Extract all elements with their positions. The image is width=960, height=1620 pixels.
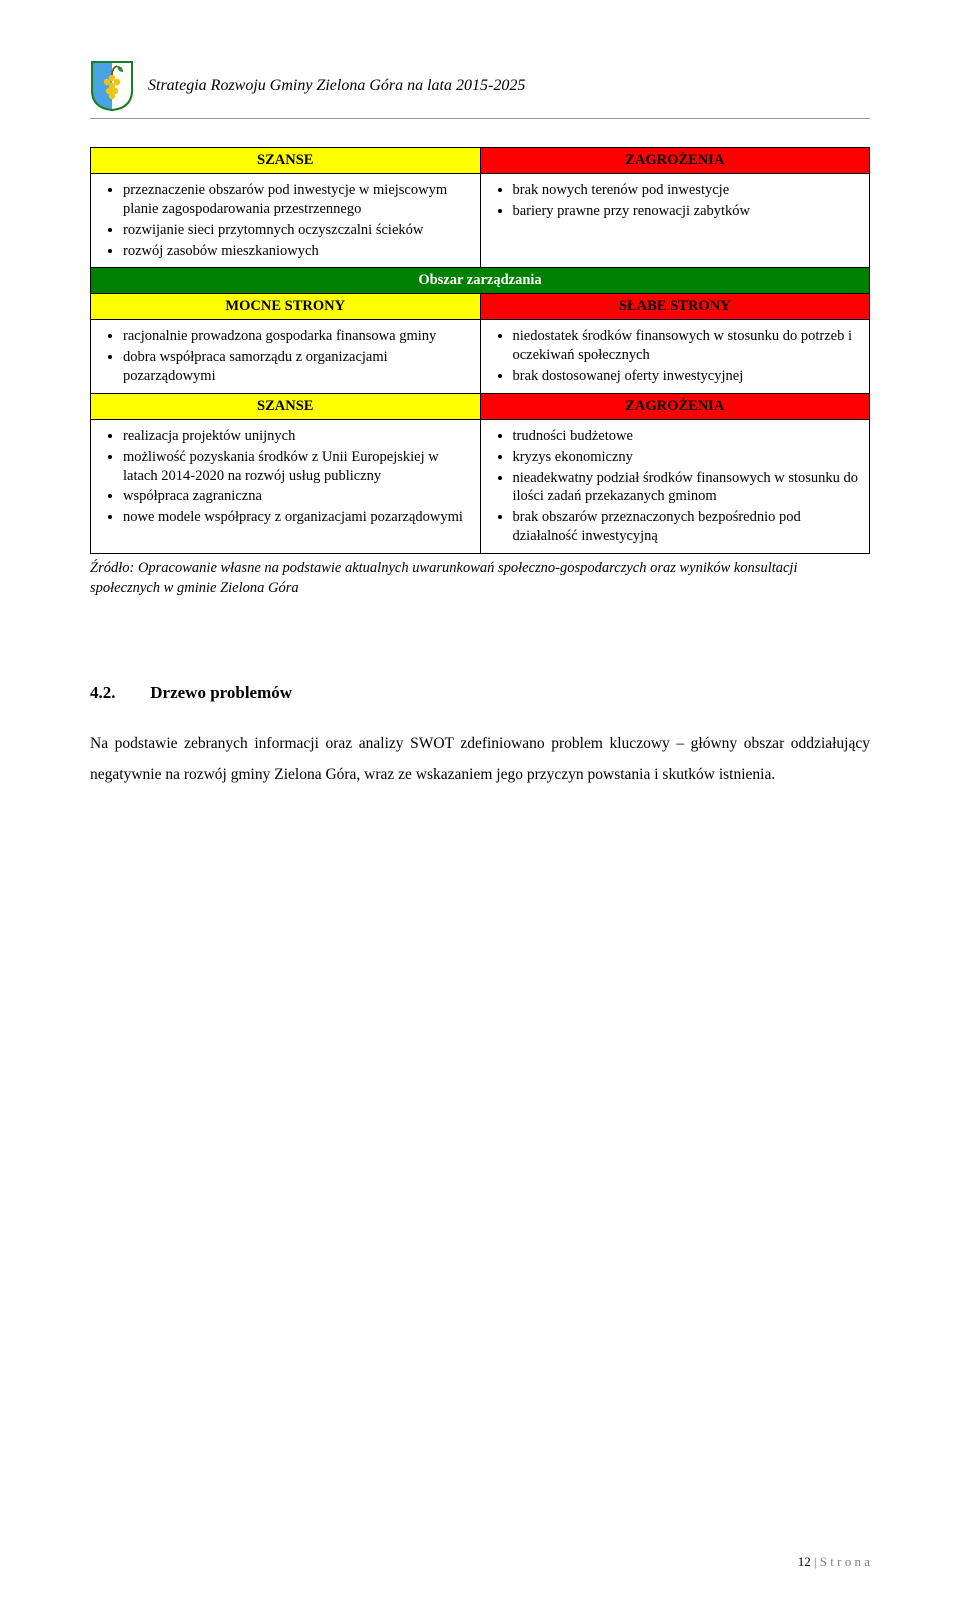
doc-header: Strategia Rozwoju Gminy Zielona Góra na … xyxy=(90,60,870,119)
list-item: bariery prawne przy renowacji zabytków xyxy=(513,201,864,222)
swot-zagrozenia-2-cell: trudności budżetowekryzys ekonomicznynie… xyxy=(480,419,870,553)
list-item: możliwość pozyskania środków z Unii Euro… xyxy=(123,447,474,487)
list-item: rozwój zasobów mieszkaniowych xyxy=(123,241,474,262)
list-item: trudności budżetowe xyxy=(513,426,864,447)
list-item: racjonalnie prowadzona gospodarka finans… xyxy=(123,326,474,347)
list-item: dobra współpraca samorządu z organizacja… xyxy=(123,347,474,387)
swot-header-zagrozenia-1: ZAGROŻENIA xyxy=(480,148,870,174)
crest-icon xyxy=(90,60,134,112)
list-item: rozwijanie sieci przytomnych oczyszczaln… xyxy=(123,220,474,241)
swot-szanse-1-cell: przeznaczenie obszarów pod inwestycje w … xyxy=(91,174,481,268)
list-item: przeznaczenie obszarów pod inwestycje w … xyxy=(123,180,474,220)
source-note: Źródło: Opracowanie własne na podstawie … xyxy=(90,558,870,599)
footer-sep: | xyxy=(811,1554,820,1569)
swot-header-mocne: MOCNE STRONY xyxy=(91,294,481,320)
swot-section-header: Obszar zarządzania xyxy=(91,268,870,294)
list-item: niedostatek środków finansowych w stosun… xyxy=(513,326,864,366)
list-item: brak dostosowanej oferty inwestycyjnej xyxy=(513,366,864,387)
section-title: Drzewo problemów xyxy=(150,683,292,702)
list-item: nowe modele współpracy z organizacjami p… xyxy=(123,507,474,528)
swot-slabe-list: niedostatek środków finansowych w stosun… xyxy=(487,326,864,387)
swot-szanse-1-list: przeznaczenie obszarów pod inwestycje w … xyxy=(97,180,474,261)
swot-zagrozenia-1-list: brak nowych terenów pod inwestycjebarier… xyxy=(487,180,864,222)
swot-header-szanse-1: SZANSE xyxy=(91,148,481,174)
swot-zagrozenia-2-list: trudności budżetowekryzys ekonomicznynie… xyxy=(487,426,864,547)
footer-label: S t r o n a xyxy=(820,1554,870,1569)
section-heading: 4.2. Drzewo problemów xyxy=(90,679,870,706)
swot-header-szanse-2: SZANSE xyxy=(91,393,481,419)
list-item: realizacja projektów unijnych xyxy=(123,426,474,447)
swot-header-slabe: SŁABE STRONY xyxy=(480,294,870,320)
list-item: współpraca zagraniczna xyxy=(123,486,474,507)
list-item: kryzys ekonomiczny xyxy=(513,447,864,468)
swot-slabe-cell: niedostatek środków finansowych w stosun… xyxy=(480,320,870,394)
list-item: nieadekwatny podział środków finansowych… xyxy=(513,468,864,508)
section-number: 4.2. xyxy=(90,679,146,706)
list-item: brak obszarów przeznaczonych bezpośredni… xyxy=(513,507,864,547)
swot-szanse-2-cell: realizacja projektów unijnychmożliwość p… xyxy=(91,419,481,553)
list-item: brak nowych terenów pod inwestycje xyxy=(513,180,864,201)
page-footer: 12 | S t r o n a xyxy=(798,1554,870,1570)
page-number: 12 xyxy=(798,1554,811,1569)
swot-szanse-2-list: realizacja projektów unijnychmożliwość p… xyxy=(97,426,474,528)
section-paragraph: Na podstawie zebranych informacji oraz a… xyxy=(90,728,870,790)
swot-table: SZANSE ZAGROŻENIA przeznaczenie obszarów… xyxy=(90,147,870,554)
swot-mocne-cell: racjonalnie prowadzona gospodarka finans… xyxy=(91,320,481,394)
swot-zagrozenia-1-cell: brak nowych terenów pod inwestycjebarier… xyxy=(480,174,870,268)
swot-header-zagrozenia-2: ZAGROŻENIA xyxy=(480,393,870,419)
doc-header-title: Strategia Rozwoju Gminy Zielona Góra na … xyxy=(148,77,525,95)
swot-mocne-list: racjonalnie prowadzona gospodarka finans… xyxy=(97,326,474,387)
